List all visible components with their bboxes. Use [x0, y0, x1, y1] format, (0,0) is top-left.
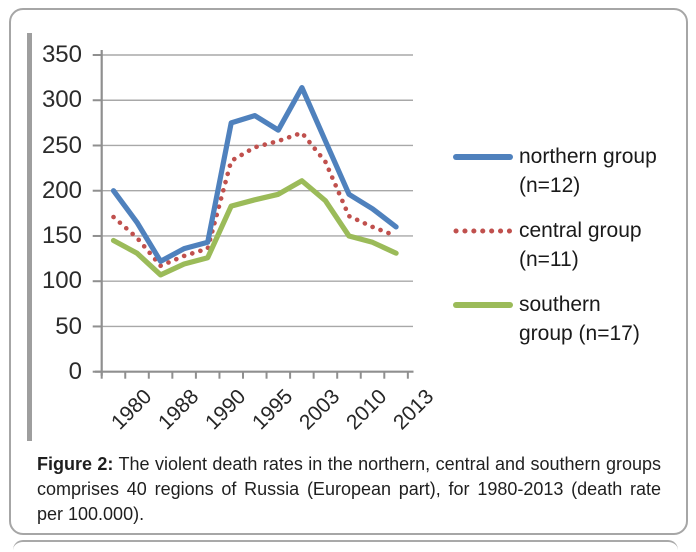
chart-legend: northern group (n=12) central group (n=11…: [452, 142, 677, 348]
legend-label: northern group (n=12): [519, 145, 657, 197]
y-axis-label: 200: [41, 176, 82, 204]
caption-line-1: Figure 2: The violent death rates in the…: [37, 452, 661, 477]
series-line-northern: [110, 84, 399, 264]
y-axis-label: 100: [41, 267, 82, 295]
figure-caption: Figure 2: The violent death rates in the…: [37, 452, 661, 527]
legend-swatch-solid-line-icon: [453, 302, 513, 308]
legend-item-southern: southern group (n=17): [452, 290, 677, 348]
legend-item-central: central group (n=11): [452, 216, 677, 274]
caption-line-2: comprises 40 regions of Russia (European…: [37, 479, 661, 499]
legend-label: southern group (n=17): [519, 293, 640, 345]
caption-figure-label: Figure 2:: [37, 454, 114, 474]
y-axis-label: 50: [55, 312, 82, 340]
caption-line-1-text: The violent death rates in the northern,…: [118, 454, 661, 474]
series-line-southern: [110, 178, 399, 278]
legend-label: central group (n=11): [519, 219, 642, 271]
figure-card: [9, 8, 688, 535]
next-card-top-edge: [13, 540, 678, 552]
caption-line-3: per 100.000).: [37, 504, 145, 524]
legend-swatch-solid-line-icon: [453, 154, 513, 160]
y-axis-label: 300: [41, 86, 82, 114]
y-axis-label: 350: [41, 41, 82, 68]
legend-item-northern: northern group (n=12): [452, 142, 677, 200]
y-axis-label: 250: [41, 131, 82, 159]
y-axis-label: 0: [68, 357, 82, 385]
y-axis-label: 150: [41, 222, 82, 249]
figure-left-border: [27, 33, 32, 441]
legend-swatch-dotted-line-icon: [453, 228, 513, 234]
series-line-central: [111, 130, 399, 269]
